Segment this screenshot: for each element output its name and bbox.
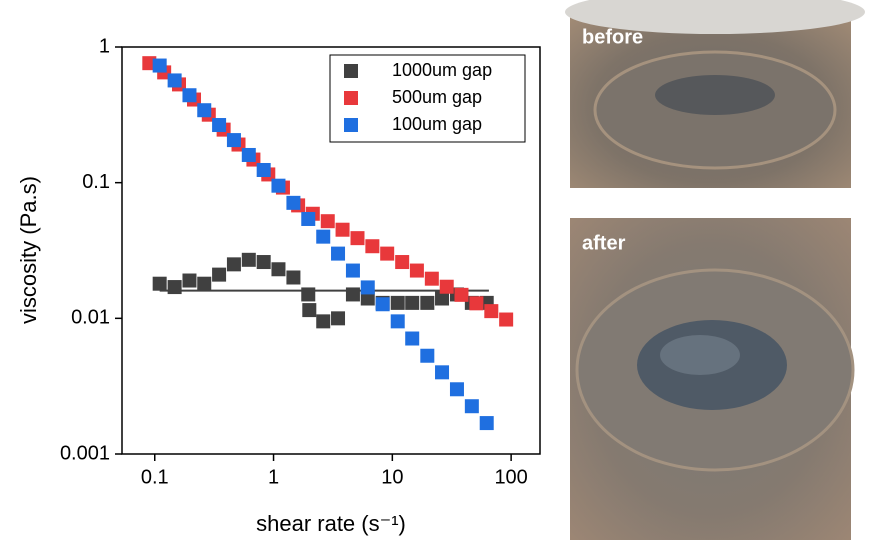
marker [469,296,484,311]
legend-label: 1000um gap [392,60,492,80]
marker [464,399,479,414]
marker [167,73,182,88]
marker [182,273,197,288]
legend-swatch [344,64,358,78]
marker [271,178,286,193]
marker [365,239,380,254]
marker [390,314,405,329]
marker [335,222,350,237]
marker [405,331,420,346]
marker [302,303,317,318]
marker [499,312,514,327]
marker [226,257,241,272]
marker [454,287,469,302]
x-tick-label: 0.1 [141,466,169,488]
marker [241,252,256,267]
x-tick-label: 100 [494,466,527,488]
marker [152,58,167,73]
y-tick-label: 1 [99,35,110,57]
marker [286,195,301,210]
marker [286,270,301,285]
marker [420,348,435,363]
legend-swatch [344,91,358,105]
marker [256,162,271,177]
marker [152,276,167,291]
marker [226,133,241,148]
marker [167,280,182,295]
marker [360,280,375,295]
marker [449,382,464,397]
photo-label: after [582,232,626,254]
marker [439,279,454,294]
marker [256,255,271,270]
y-axis-label: viscosity (Pa.s) [16,176,41,324]
photo-before: before [565,0,865,188]
marker [409,263,424,278]
legend-box [329,54,526,143]
marker [360,291,375,306]
marker [320,214,335,229]
marker [301,287,316,302]
photo-after: after [570,218,855,540]
marker [390,295,405,310]
plot-frame [121,46,541,455]
marker [197,276,212,291]
legend-label: 500um gap [392,87,482,107]
marker [301,211,316,226]
marker [395,255,410,270]
legend-swatch [344,118,358,132]
marker [405,295,420,310]
marker [345,287,360,302]
marker [420,295,435,310]
marker [197,103,212,118]
marker [435,365,450,380]
marker [316,314,331,329]
marker [424,271,439,286]
x-axis-label: shear rate (s⁻¹) [256,511,406,536]
marker [331,246,346,261]
marker [212,267,227,282]
marker [375,297,390,312]
marker [435,291,450,306]
x-tick-label: 10 [381,466,403,488]
marker [271,262,286,277]
marker [241,147,256,162]
marker [350,231,365,246]
marker [331,311,346,326]
y-tick-label: 0.001 [60,442,110,464]
marker [182,88,197,103]
marker [380,246,395,261]
marker [479,416,494,431]
marker [345,263,360,278]
marker [316,229,331,244]
marker [212,118,227,133]
legend-label: 100um gap [392,114,482,134]
y-tick-label: 0.1 [82,171,110,193]
marker [484,304,499,319]
photo-label: before [582,26,643,48]
x-tick-label: 1 [268,466,279,488]
y-tick-label: 0.01 [71,307,110,329]
